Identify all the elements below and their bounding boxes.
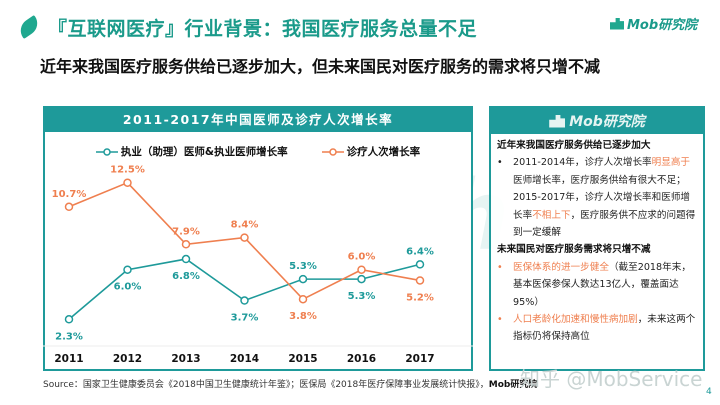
leaf-logo-icon xyxy=(15,14,43,40)
data-point xyxy=(64,315,74,324)
page-subtitle: 近年来我国医疗服务供给已逐步加大，但未来国民对医疗服务的需求将只增不减 xyxy=(40,57,601,76)
legend-line-marker-icon xyxy=(95,147,118,156)
data-label: 10.7% xyxy=(52,189,87,200)
data-point xyxy=(298,274,308,284)
data-label: 12.5% xyxy=(110,165,145,176)
data-point xyxy=(357,274,366,284)
data-label: 6.0% xyxy=(114,282,142,293)
x-tick-label: 2011 xyxy=(54,353,83,365)
x-tick-label: 2017 xyxy=(405,353,434,365)
data-point xyxy=(298,294,308,304)
data-point xyxy=(123,178,132,187)
x-tick-label: 2015 xyxy=(288,353,317,365)
bullet-insurance: • 医保体系的进一步健全（截至2018年末，基本医保参保人数达13亿人，覆盖面达… xyxy=(497,259,697,311)
data-label: 5.2% xyxy=(406,292,434,303)
data-point xyxy=(357,265,366,274)
section-heading-supply: 近年来我国医疗服务供给已逐步加大 xyxy=(497,140,651,151)
data-label: 6.8% xyxy=(172,271,200,282)
data-label: 5.3% xyxy=(289,261,317,272)
chart-container: 2011-2017年中国医师及诊疗人次增长率 执业（助理）医师&执业医师增长率 … xyxy=(43,106,473,371)
bullet-icon: • xyxy=(497,261,503,273)
bullet-icon: • xyxy=(497,314,503,326)
page-number: 4 xyxy=(706,387,712,397)
data-label: 3.8% xyxy=(289,311,317,322)
data-label: 7.9% xyxy=(172,226,200,237)
data-point xyxy=(240,296,249,305)
data-point xyxy=(415,260,425,269)
x-tick-label: 2013 xyxy=(171,353,200,365)
data-label: 3.7% xyxy=(231,313,259,324)
data-label: 6.4% xyxy=(406,246,434,257)
data-point xyxy=(181,240,191,249)
source-note: Source：国家卫生健康委员会《2018中国卫生健康统计年鉴》；医保局《201… xyxy=(43,380,538,390)
legend-item-physicians: 执业（助理）医师&执业医师增长率 xyxy=(95,144,288,159)
data-point xyxy=(181,254,191,264)
zhihu-watermark: 知乎 @MobService xyxy=(520,367,703,391)
panel-header: Mob研究院 xyxy=(491,108,703,134)
legend-label: 诊疗人次增长率 xyxy=(346,146,421,158)
line-chart: 2.3% 6.0% 6.8% 3.7% 5.3% 5.3% 6.4% 10.7% 12.5% 7.… xyxy=(43,165,473,365)
x-tick-label: 2016 xyxy=(347,353,376,365)
data-label: 6.0% xyxy=(348,252,376,263)
data-point xyxy=(240,233,249,242)
brand-logo: Mob研究院 xyxy=(610,14,697,33)
data-label: 8.4% xyxy=(231,220,259,231)
insight-panel: Mob研究院 近年来我国医疗服务供给已逐步加大 • 2011-2014年，诊疗人… xyxy=(489,106,705,371)
data-label: 5.3% xyxy=(348,291,376,302)
bullet-supply: • 2011-2014年，诊疗人次增长率明显高于医师增长率，医疗服务供给有很大不… xyxy=(497,154,697,241)
data-label: 2.3% xyxy=(55,331,83,342)
building-icon xyxy=(610,17,624,30)
page-title: 『互联网医疗』行业背景：我国医疗服务总量不足 xyxy=(48,18,478,40)
panel-brand: Mob研究院 xyxy=(569,114,645,130)
x-tick-label: 2012 xyxy=(113,353,142,365)
legend-line-marker-icon xyxy=(321,147,344,156)
legend-item-visits: 诊疗人次增长率 xyxy=(321,144,421,159)
legend-label: 执业（助理）医师&执业医师增长率 xyxy=(120,146,288,158)
chart-legend: 执业（助理）医师&执业医师增长率 诊疗人次增长率 xyxy=(45,144,471,159)
data-point xyxy=(64,202,74,212)
data-point xyxy=(415,276,425,285)
building-icon xyxy=(549,114,566,128)
x-tick-label: 2014 xyxy=(230,353,259,365)
chart-title: 2011-2017年中国医师及诊疗人次增长率 xyxy=(45,108,471,132)
data-point xyxy=(123,265,132,274)
section-heading-demand: 未来国民对医疗服务需求将只增不减 xyxy=(497,244,651,256)
bullet-aging: • 人口老龄化加速和慢性病加剧，未来这两个指标仍将保持高位 xyxy=(497,311,697,346)
brand-name: Mob研究院 xyxy=(627,18,698,33)
bullet-icon: • xyxy=(497,157,503,169)
